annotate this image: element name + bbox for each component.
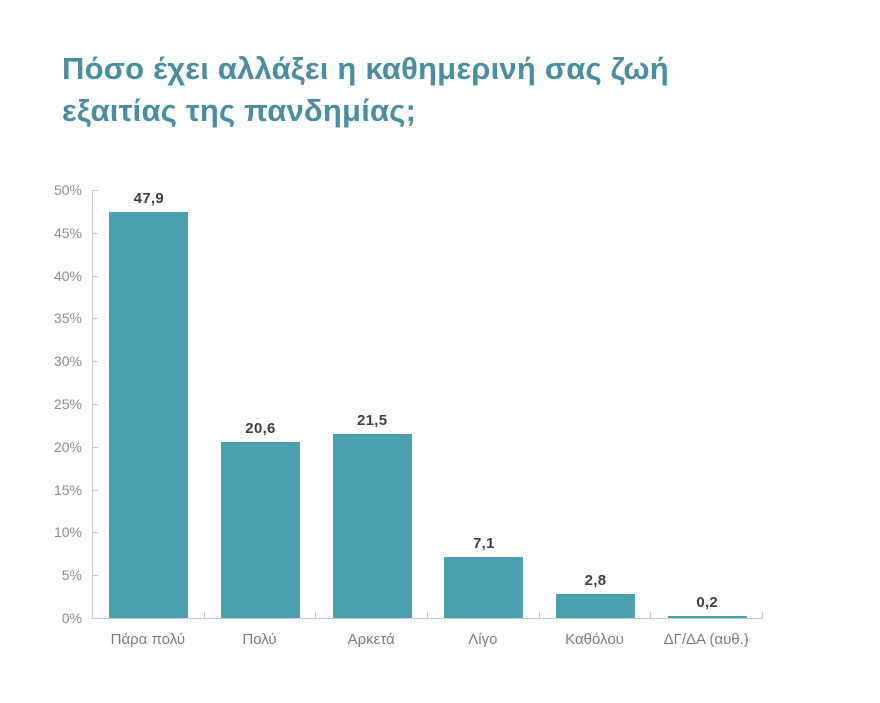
- category-label: Αρκετά: [347, 631, 395, 648]
- y-tick-mark: [93, 318, 98, 320]
- bar-series: 47,9 20,6 21,5 7,1 2,8 0,2: [93, 190, 763, 618]
- bar: [667, 616, 747, 618]
- y-tick-label: 45%: [53, 224, 82, 241]
- bar-value-label: 21,5: [356, 412, 388, 429]
- bar-slot: 0,2: [651, 190, 763, 618]
- y-tick-label: 10%: [53, 524, 82, 541]
- y-tick-label: 5%: [61, 567, 82, 584]
- category-label: ΔΓ/ΔΑ (αυθ.): [663, 631, 749, 648]
- y-tick-label: 20%: [53, 438, 82, 455]
- category-label: Λίγο: [468, 631, 498, 648]
- x-tick-mark: [650, 612, 652, 618]
- y-tick-label: 0%: [61, 610, 82, 626]
- bar-value-label: 47,9: [133, 190, 165, 207]
- x-tick-mark: [427, 612, 428, 618]
- category-label: Πάρα πολύ: [110, 631, 186, 648]
- bar-slot: 47,9: [93, 190, 205, 618]
- bar: [109, 212, 189, 618]
- y-tick-mark: [93, 232, 98, 234]
- bar: [444, 557, 524, 618]
- bar: [555, 594, 636, 618]
- chart-title: Πόσο έχει αλλάξει η καθημερινή σας ζωή ε…: [62, 48, 762, 132]
- x-tick-mark: [315, 612, 317, 618]
- bar: [332, 434, 412, 618]
- y-tick-label: 30%: [53, 353, 82, 370]
- category-label: Καθόλου: [565, 631, 624, 648]
- bar-slot: 2,8: [540, 190, 652, 618]
- bar-value-label: 0,2: [696, 594, 719, 611]
- bar-chart: 0% 5% 10% 15% 20% 25% 30% 35% 40% 45% 50% 47,9 20,6…: [40, 182, 810, 660]
- x-tick-mark: [203, 612, 205, 618]
- y-tick-mark: [93, 575, 98, 577]
- y-axis-labels: 0% 5% 10% 15% 20% 25% 30% 35% 40% 45% 50%: [40, 182, 82, 626]
- x-tick-mark: [762, 612, 763, 618]
- bar-slot: 20,6: [205, 190, 317, 618]
- y-tick-mark: [93, 190, 98, 191]
- chart-title-line-2: εξαιτίας της πανδημίας;: [62, 93, 417, 129]
- x-axis-labels: Πάρα πολύ Πολύ Αρκετά Λίγο Καθόλου ΔΓ/ΔΑ (αυθ…: [92, 619, 762, 648]
- y-tick-label: 15%: [53, 481, 82, 498]
- y-tick-mark: [93, 532, 98, 534]
- bar-slot: 21,5: [316, 190, 428, 618]
- chart-title-line-1: Πόσο έχει αλλάξει η καθημερινή σας ζωή: [62, 51, 669, 86]
- bar-value-label: 20,6: [245, 420, 276, 437]
- bar: [220, 442, 301, 618]
- y-tick-label: 40%: [53, 267, 82, 284]
- y-tick-mark: [93, 446, 98, 448]
- bar-value-label: 2,8: [584, 572, 607, 589]
- y-tick-label: 50%: [53, 182, 82, 198]
- y-tick-mark: [93, 361, 98, 363]
- plot-area: 47,9 20,6 21,5 7,1 2,8 0,2: [92, 190, 763, 619]
- y-tick-label: 35%: [53, 310, 82, 327]
- x-tick-mark: [538, 612, 540, 618]
- y-tick-mark: [93, 404, 98, 405]
- y-tick-mark: [93, 489, 98, 491]
- y-tick-label: 25%: [53, 396, 82, 412]
- category-label: Πολύ: [242, 631, 277, 648]
- y-tick-mark: [93, 275, 98, 277]
- bar-slot: 7,1: [428, 190, 540, 618]
- bar-value-label: 7,1: [472, 535, 495, 552]
